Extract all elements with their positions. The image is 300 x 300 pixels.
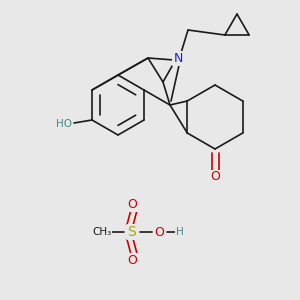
Text: S: S bbox=[128, 225, 136, 239]
Text: HO: HO bbox=[56, 119, 72, 129]
Text: CH₃: CH₃ bbox=[92, 227, 112, 237]
Text: H: H bbox=[176, 227, 184, 237]
Text: O: O bbox=[210, 170, 220, 184]
Text: O: O bbox=[154, 226, 164, 238]
Text: N: N bbox=[173, 52, 183, 64]
Text: O: O bbox=[127, 254, 137, 266]
Text: O: O bbox=[127, 197, 137, 211]
